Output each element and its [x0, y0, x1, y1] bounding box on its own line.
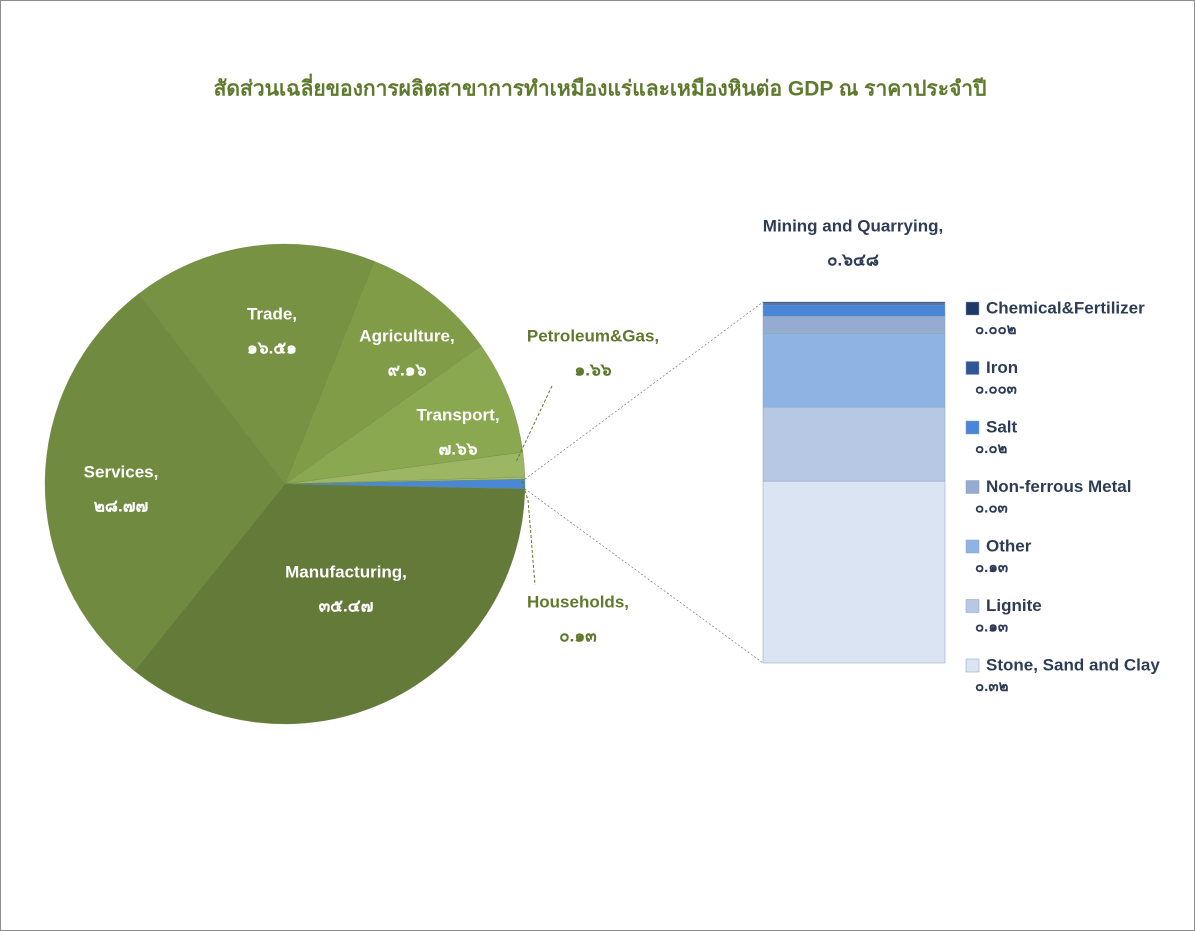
legend-value: ๐.๐๐๒	[975, 321, 1017, 338]
legend-label: Lignite	[986, 596, 1042, 615]
legend-value: ๐.๑๓	[975, 618, 1008, 635]
legend-swatch	[965, 420, 980, 435]
slice-label: Trade,	[247, 304, 297, 323]
legend-label: Other	[986, 536, 1032, 555]
legend-swatch	[965, 301, 980, 316]
legend-label: Salt	[986, 417, 1018, 436]
slice-label: Households,	[527, 592, 629, 611]
slice-label: Petroleum&Gas,	[527, 326, 659, 345]
slice-value: ๐.๑๓	[559, 626, 597, 645]
bar-segment	[762, 304, 946, 317]
bar-segment	[762, 406, 946, 482]
legend-swatch	[965, 658, 980, 673]
slice-label: Transport,	[416, 405, 499, 424]
pie-slice	[284, 345, 524, 485]
legend-swatch	[965, 480, 980, 494]
slice-value: ๗.๖๖	[438, 439, 477, 458]
legend-swatch	[965, 599, 980, 613]
slice-value: ๒๘.๗๗	[94, 496, 149, 515]
slice-value: ๙.๑๖	[388, 360, 427, 379]
bar-segment	[762, 315, 946, 334]
legend-value: ๐.๐๒	[975, 440, 1007, 457]
slice-value: ๓๕.๔๗	[319, 596, 374, 615]
legend-label: Chemical&Fertilizer	[986, 298, 1145, 317]
bar-segment	[762, 480, 946, 664]
slice-label: Services,	[84, 462, 159, 481]
leader-line	[515, 385, 553, 463]
slice-value: ๐.๖๔๘	[827, 250, 879, 269]
legend-value: ๐.๑๓	[975, 559, 1008, 576]
bar-segment	[762, 301, 946, 304]
pie-slice	[284, 261, 482, 485]
legend-label: Iron	[986, 358, 1018, 377]
slice-label: Manufacturing,	[285, 562, 407, 581]
connector	[524, 301, 764, 480]
slice-label: Mining and Quarrying,	[763, 216, 943, 235]
legend-label: Stone, Sand and Clay	[986, 655, 1160, 674]
pie-slice	[284, 478, 526, 490]
leader-line	[521, 480, 536, 586]
pie-slice	[138, 243, 375, 485]
pie-slice	[44, 293, 286, 672]
legend-value: ๐.๐๐๓	[975, 380, 1017, 397]
bar-segment	[762, 333, 946, 408]
legend-swatch	[965, 539, 980, 554]
legend-swatch	[965, 361, 980, 375]
slice-label: Agriculture,	[359, 326, 454, 345]
slice-value: ๑๖.๕๑	[247, 338, 297, 357]
bar-segment	[762, 302, 946, 306]
slice-value: ๑.๖๖	[574, 360, 611, 379]
legend-value: ๐.๓๒	[975, 678, 1009, 695]
legend-value: ๐.๐๓	[975, 499, 1008, 516]
legend-label: Non-ferrous Metal	[986, 477, 1131, 496]
chart-title: สัดส่วนเฉลี่ยของการผลิตสาขาการทำเหมืองแร…	[214, 73, 987, 101]
connector	[524, 488, 764, 664]
pie-slice	[134, 483, 526, 725]
